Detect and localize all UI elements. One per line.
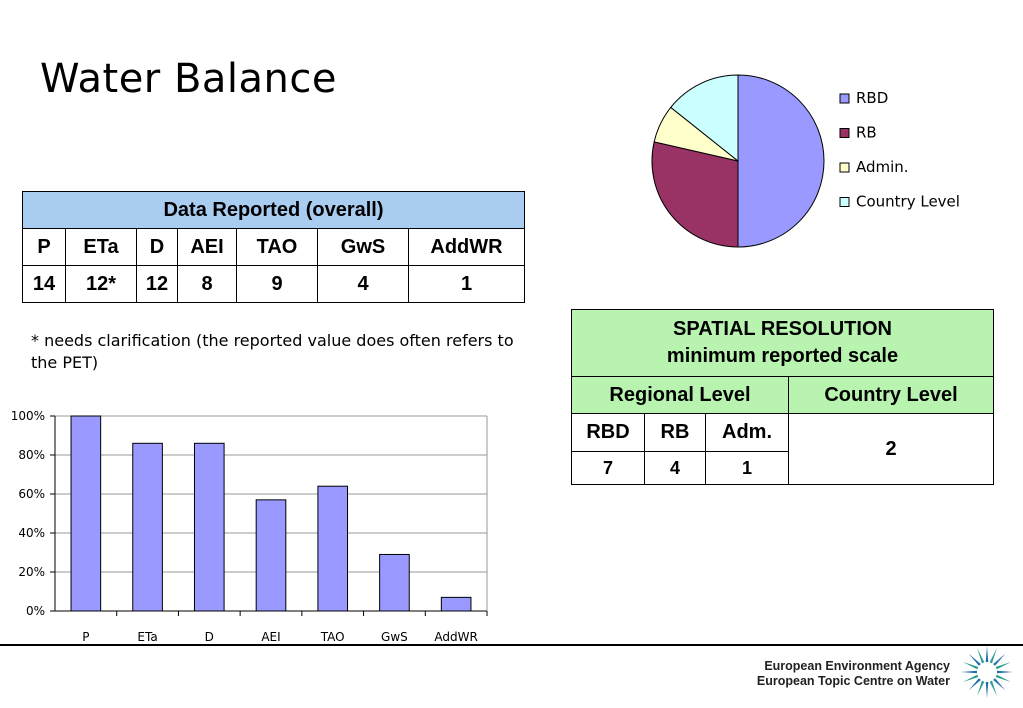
logo-ray: [995, 662, 1012, 670]
logo-ray: [961, 670, 978, 674]
legend-label: RBD: [856, 89, 888, 107]
bar: [379, 553, 410, 612]
y-tick-label: 100%: [11, 409, 45, 423]
x-tick-label: TAO: [320, 630, 345, 644]
x-tick-label: P: [82, 630, 89, 644]
country-level-header: Country Level: [788, 376, 994, 414]
x-tick-label: ETa: [137, 630, 157, 644]
data-table-value-row: 14 12* 12 8 9 4 1: [22, 265, 525, 303]
legend-swatch: [839, 93, 850, 104]
logo-ray: [968, 678, 981, 691]
legend-swatch: [839, 162, 850, 173]
logo-ray: [996, 670, 1013, 674]
bar-chart: 0% 20% 40% 60% 80% 100% P ETa D AEI TAO GwS AddWR: [11, 409, 488, 644]
pie-slice: [737, 74, 825, 248]
bar: [132, 442, 163, 612]
logo-ray: [985, 646, 989, 663]
logo-ray: [962, 662, 979, 670]
y-tick-label: 80%: [18, 448, 45, 462]
logo-ray: [977, 647, 985, 664]
spatial-table-header: SPATIAL RESOLUTION minimum reported scal…: [571, 309, 994, 377]
pie-slice: [651, 141, 739, 248]
logo-ray: [993, 653, 1006, 666]
legend-label: Country Level: [856, 193, 960, 211]
column-header: D: [136, 228, 178, 266]
footer-divider: [0, 644, 1023, 646]
page-title: Water Balance: [40, 56, 337, 102]
bar: [193, 442, 225, 612]
data-reported-table: Data Reported (overall) P ETa D AEI TAO …: [22, 191, 525, 303]
logo-ray: [968, 653, 981, 666]
logo-ray: [989, 647, 997, 664]
logo-ray: [993, 678, 1006, 691]
footer-agency-name: European Environment Agency: [764, 659, 950, 673]
bar: [317, 485, 349, 612]
y-tick-label: 40%: [18, 526, 45, 540]
data-table-header-row: P ETa D AEI TAO GwS AddWR: [22, 228, 525, 266]
pie-chart: RBD RB Admin. Country Level: [651, 74, 960, 248]
x-tick-label: D: [205, 630, 214, 644]
spatial-resolution-table: SPATIAL RESOLUTION minimum reported scal…: [571, 309, 994, 485]
column-header: RBD: [571, 413, 645, 452]
y-tick-label: 20%: [18, 565, 45, 579]
column-header: GwS: [317, 228, 409, 266]
eea-logo-icon: [961, 646, 1013, 698]
logo-ray: [977, 680, 985, 697]
table-cell: 4: [644, 451, 706, 485]
legend-label: Admin.: [856, 158, 909, 176]
column-header: Adm.: [705, 413, 789, 452]
logo-ray: [995, 674, 1012, 682]
logo-ray: [962, 674, 979, 682]
footer-org: European Environment Agency European Top…: [757, 659, 950, 689]
column-header: P: [22, 228, 66, 266]
y-tick-label: 0%: [26, 604, 45, 618]
x-tick-label: AEI: [261, 630, 280, 644]
logo-ray: [985, 681, 989, 698]
clarification-note: * needs clarification (the reported valu…: [31, 331, 514, 372]
bar: [70, 415, 102, 612]
spatial-header-line2: minimum reported scale: [666, 345, 899, 367]
y-tick-label: 60%: [18, 487, 45, 501]
table-cell: 14: [22, 265, 66, 303]
data-table-header: Data Reported (overall): [22, 191, 525, 229]
x-tick-label: GwS: [381, 630, 408, 644]
table-cell: 12: [136, 265, 178, 303]
table-cell: 12*: [65, 265, 137, 303]
column-header: TAO: [236, 228, 318, 266]
column-header: ETa: [65, 228, 137, 266]
pie-slice: [670, 74, 739, 163]
spatial-header-line1: SPATIAL RESOLUTION: [673, 318, 892, 340]
logo-ray: [989, 680, 997, 697]
regional-level-header: Regional Level: [571, 376, 789, 414]
legend-swatch: [839, 197, 850, 207]
table-cell: 1: [408, 265, 525, 303]
country-level-value: 2: [788, 413, 994, 485]
table-cell: 7: [571, 451, 645, 485]
table-cell: 8: [177, 265, 237, 303]
footer-centre-name: European Topic Centre on Water: [756, 674, 950, 688]
bar: [440, 596, 472, 612]
legend-swatch: [839, 128, 850, 138]
bar: [255, 499, 287, 612]
column-header: AddWR: [408, 228, 525, 266]
column-header: RB: [644, 413, 706, 452]
table-cell: 1: [705, 451, 789, 485]
table-cell: 4: [317, 265, 409, 303]
table-cell: 9: [236, 265, 318, 303]
column-header: AEI: [177, 228, 237, 266]
legend-label: RB: [856, 124, 877, 142]
x-tick-label: AddWR: [434, 630, 477, 644]
